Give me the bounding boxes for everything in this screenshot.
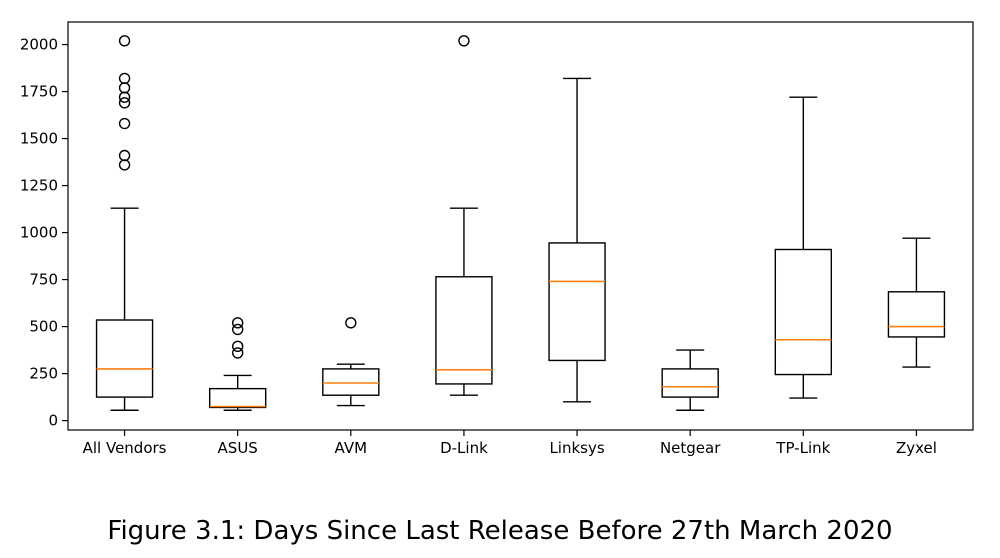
- x-tick-label: Netgear: [660, 439, 721, 457]
- y-tick-label: 500: [29, 318, 58, 336]
- x-tick-label: All Vendors: [83, 439, 167, 457]
- outlier-point: [118, 97, 131, 109]
- outlier-point: [231, 323, 244, 336]
- box-iqr: [322, 368, 380, 396]
- y-tick-label: 2000: [20, 36, 58, 54]
- x-tick-label: AVM: [335, 439, 368, 457]
- x-tick-label: TP-Link: [775, 439, 830, 457]
- box-iqr: [435, 276, 493, 385]
- plot-frame: [67, 21, 974, 431]
- outlier-point: [118, 82, 131, 94]
- outlier-point: [345, 317, 357, 329]
- figure-caption: Figure 3.1: Days Since Last Release Befo…: [0, 516, 1000, 546]
- x-tick-label: ASUS: [218, 439, 258, 457]
- box-plot-chart: 0 250 500 750 1000 1250 1500 1750 2000 All Vendor…: [20, 21, 974, 457]
- y-tick-label: 1750: [20, 83, 58, 101]
- outlier-point: [118, 35, 131, 47]
- outlier-point: [231, 317, 244, 329]
- box-iqr: [208, 387, 267, 409]
- x-tick-label: Linksys: [549, 439, 604, 457]
- x-tick-label: D-Link: [440, 439, 488, 457]
- figure-caption-label: Figure 3.1:: [107, 516, 246, 546]
- outlier-point: [231, 340, 244, 353]
- y-tick-label: 1500: [20, 130, 58, 148]
- outlier-point: [231, 347, 244, 359]
- figure-caption-text: Days Since Last Release Before 27th Marc…: [245, 516, 893, 546]
- y-tick-label: 250: [29, 365, 58, 383]
- outlier-point: [118, 149, 131, 162]
- box-iqr: [661, 368, 719, 398]
- outlier-point: [458, 35, 470, 47]
- box-iqr: [548, 242, 606, 362]
- outlier-point: [118, 159, 131, 171]
- y-tick-label: 0: [48, 412, 58, 430]
- outlier-point: [118, 117, 131, 130]
- box-iqr: [774, 248, 833, 376]
- y-tick-label: 1000: [20, 224, 58, 242]
- y-tick-label: 750: [29, 271, 58, 289]
- y-tick-label: 1250: [20, 177, 58, 195]
- box-iqr: [887, 291, 946, 338]
- x-tick-label: Zyxel: [896, 439, 937, 457]
- outlier-point: [118, 72, 131, 85]
- box-iqr: [95, 319, 154, 398]
